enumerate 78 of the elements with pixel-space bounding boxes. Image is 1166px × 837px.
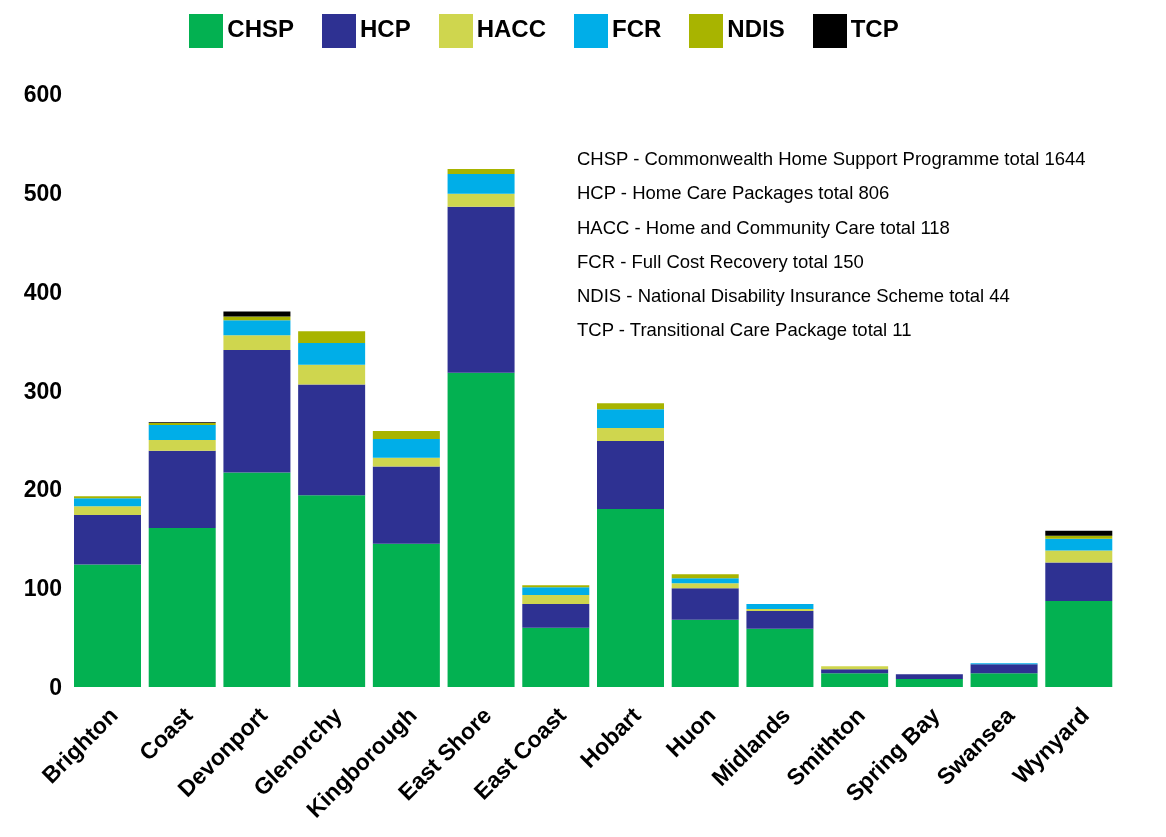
annotation: FCR - Full Cost Recovery total 150 xyxy=(577,249,865,274)
bar xyxy=(895,679,963,687)
bar xyxy=(671,578,739,584)
bar xyxy=(597,440,664,510)
legend-label: HACC xyxy=(476,15,546,43)
annotation: HACC - Home and Community Care total 118 xyxy=(577,215,951,240)
y-tick-label: 200 xyxy=(23,476,62,503)
bar xyxy=(1045,550,1113,563)
bar xyxy=(1045,562,1113,602)
bar xyxy=(372,431,440,439)
bar xyxy=(298,364,366,385)
bar xyxy=(746,628,814,687)
annotation: HCP - Home Care Packages total 806 xyxy=(577,181,891,206)
y-tick-label: 0 xyxy=(49,674,62,701)
bar xyxy=(223,316,291,321)
y-tick-label: 600 xyxy=(23,81,62,108)
legend-label: NDIS xyxy=(727,15,785,43)
bar xyxy=(1045,601,1113,687)
bar xyxy=(74,498,141,507)
bar xyxy=(597,409,664,429)
y-tick-label: 500 xyxy=(23,180,62,206)
bar xyxy=(1045,538,1113,551)
bar xyxy=(522,595,590,604)
legend-label: CHSP xyxy=(227,15,294,43)
bar xyxy=(298,343,366,365)
bar xyxy=(821,666,889,670)
bar xyxy=(597,403,664,410)
bar xyxy=(746,610,814,629)
bar xyxy=(597,428,664,441)
bar xyxy=(223,349,291,473)
bar xyxy=(447,206,515,373)
bar xyxy=(298,495,366,687)
y-tick-label: 100 xyxy=(23,575,62,602)
bar xyxy=(970,664,1038,674)
bar xyxy=(970,673,1038,687)
bar xyxy=(1045,530,1113,536)
bar xyxy=(372,466,440,544)
bar xyxy=(74,564,141,687)
bar xyxy=(447,372,515,687)
y-tick-label: 300 xyxy=(23,377,62,404)
bar xyxy=(597,509,664,687)
bar xyxy=(895,674,963,680)
bar xyxy=(223,472,291,687)
bar xyxy=(671,619,739,687)
bar xyxy=(148,439,216,451)
bar xyxy=(746,603,814,609)
bar xyxy=(148,425,216,440)
bar xyxy=(821,669,889,674)
bar xyxy=(148,450,216,528)
bar xyxy=(671,583,739,589)
legend-label: FCR xyxy=(612,15,662,43)
bar xyxy=(447,193,515,207)
bar xyxy=(298,384,366,496)
bar xyxy=(671,574,739,579)
bar xyxy=(1045,535,1113,539)
bar xyxy=(74,506,141,516)
legend-label: TCP xyxy=(850,15,899,43)
y-tick-label: 400 xyxy=(23,278,62,305)
bar xyxy=(522,587,590,596)
bar xyxy=(821,673,889,687)
bar xyxy=(223,320,291,336)
bar xyxy=(372,543,440,687)
bar xyxy=(447,169,515,175)
bar xyxy=(522,603,590,628)
annotation: TCP - Transitional Care Package total 11 xyxy=(577,318,913,343)
bar xyxy=(671,588,739,620)
bar xyxy=(372,457,440,467)
legend-label: HCP xyxy=(360,15,411,43)
annotation: CHSP - Commonwealth Home Support Programme total 1644 xyxy=(577,147,1086,171)
bar xyxy=(372,438,440,458)
bar xyxy=(223,311,291,317)
bar xyxy=(148,527,216,687)
bar xyxy=(522,627,590,687)
bar xyxy=(74,515,141,565)
bar xyxy=(447,174,515,194)
annotation: NDIS - National Disability Insurance Scheme total 44 xyxy=(577,284,1011,309)
bar xyxy=(223,335,291,350)
bar xyxy=(298,331,366,344)
